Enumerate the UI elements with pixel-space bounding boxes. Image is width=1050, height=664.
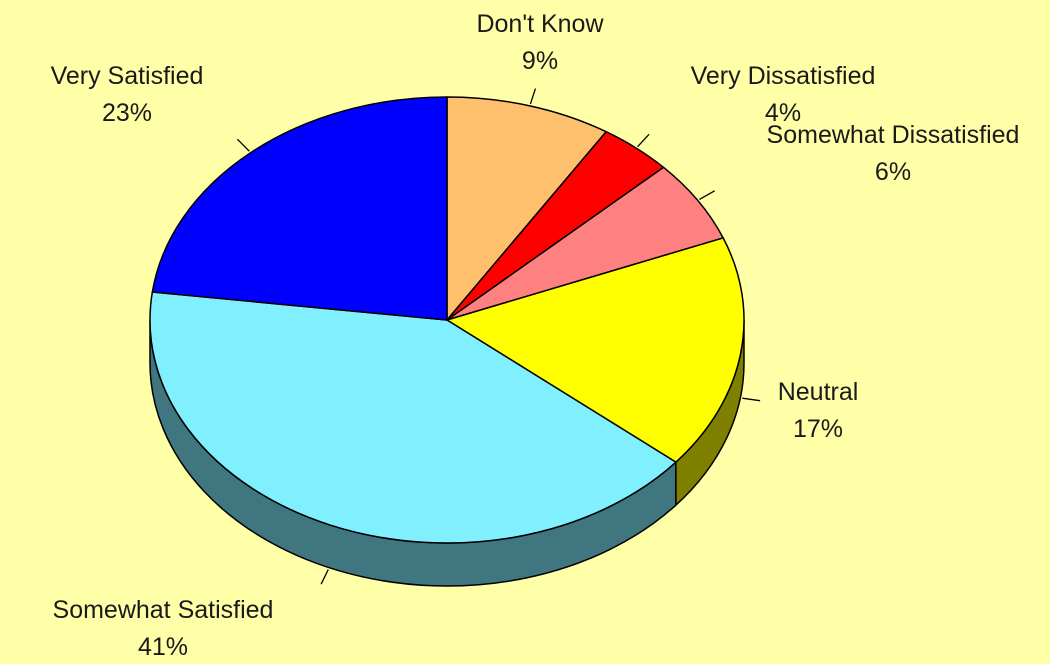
slice-percent-somewhat-satisfied: 41% [138,633,188,661]
slice-percent-neutral: 17% [793,415,843,443]
slice-percent-very-dissatisfied: 4% [765,99,801,127]
leader-line-somewhat-dissatisfied [699,190,715,201]
slice-percent-somewhat-dissatisfied: 6% [875,158,911,186]
slice-percent-don-t-know: 9% [522,47,558,75]
pie-slice-very-satisfied [151,96,448,321]
slice-label-very-dissatisfied: Very Dissatisfied [691,62,876,90]
leader-line-somewhat-satisfied [320,569,329,585]
pie-slice-somewhat-satisfied [149,291,677,544]
pie-top-layer [149,96,745,544]
slice-label-very-satisfied: Very Satisfied [51,62,204,90]
slice-percent-very-satisfied: 23% [102,99,152,127]
slice-label-somewhat-dissatisfied: Somewhat Dissatisfied [767,121,1020,149]
pie-slice-neutral [446,237,745,463]
slice-label-neutral: Neutral [778,378,859,406]
pie-slice-don-t-know [446,96,607,321]
leader-line-very-dissatisfied [637,133,650,148]
leader-line-don-t-know [529,88,537,105]
leader-line-very-satisfied [236,138,250,152]
slice-label-somewhat-satisfied: Somewhat Satisfied [53,596,274,624]
leader-lines-layer [236,88,761,585]
leader-line-neutral [742,397,761,402]
slice-label-don-t-know: Don't Know [476,10,604,38]
